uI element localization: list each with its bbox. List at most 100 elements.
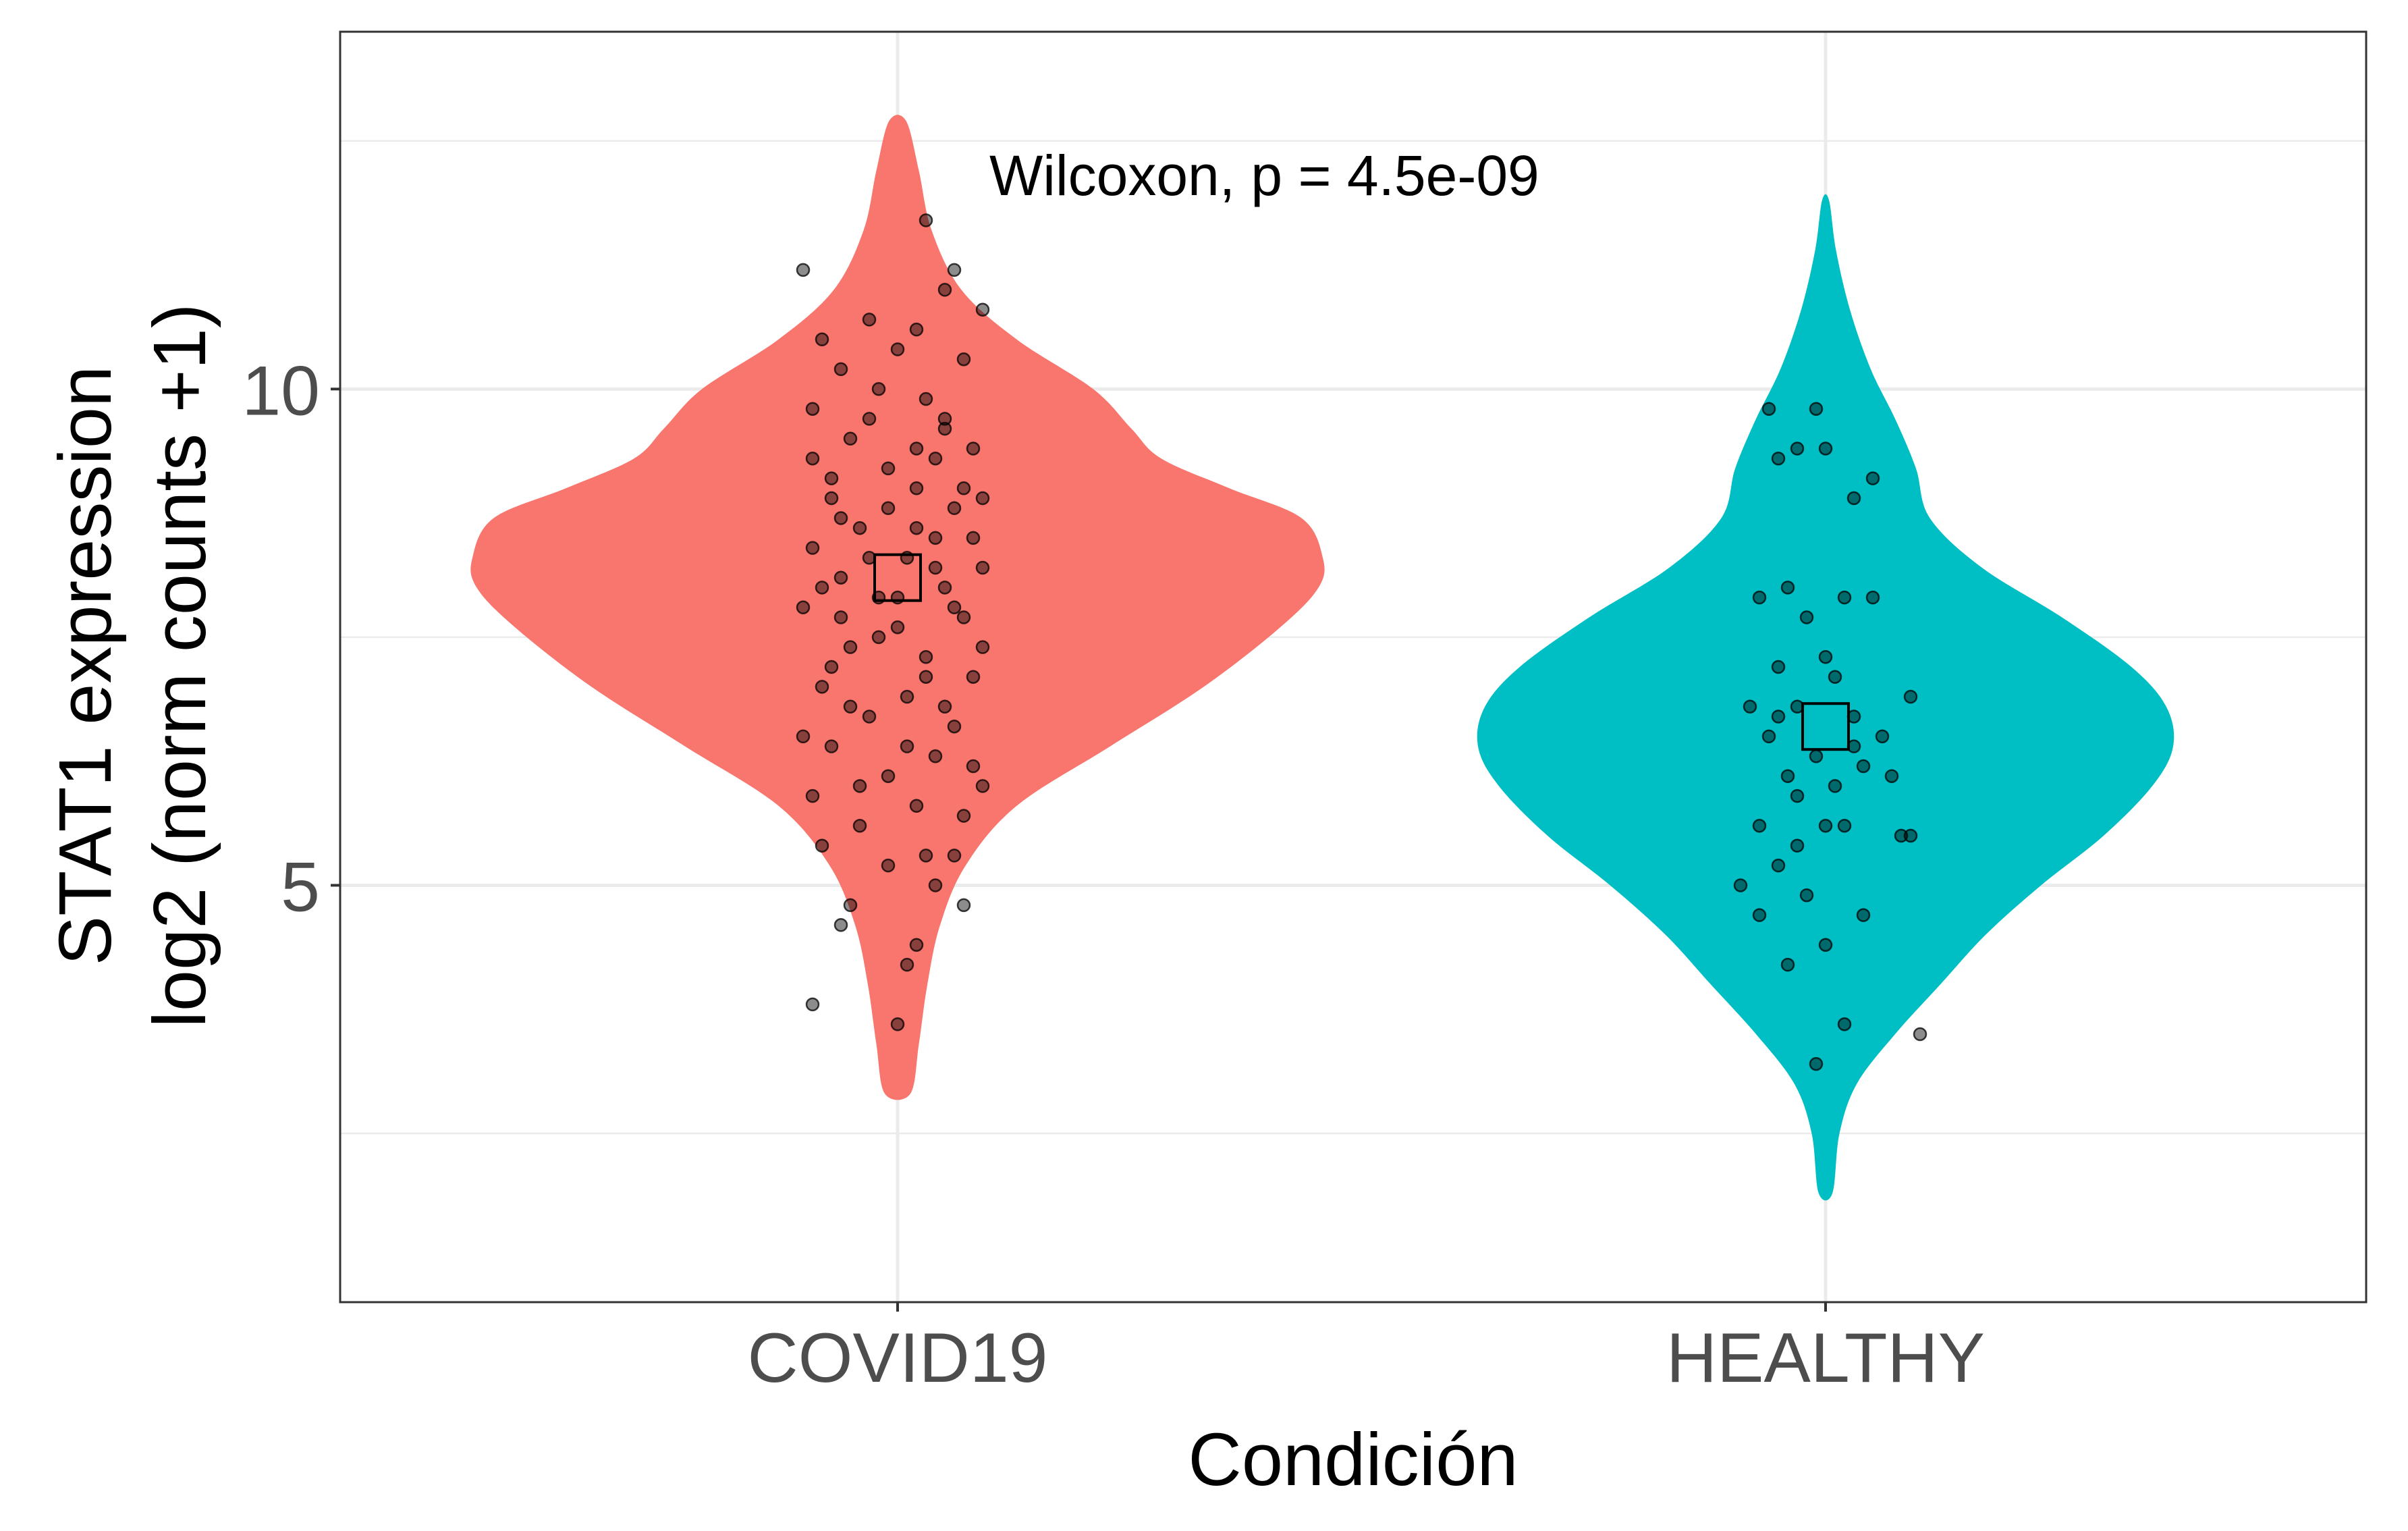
data-point — [975, 640, 990, 654]
data-point — [890, 1017, 905, 1031]
data-point — [947, 719, 962, 734]
data-point — [909, 322, 924, 337]
data-point — [1846, 491, 1861, 506]
data-point — [805, 788, 820, 803]
data-point — [1809, 749, 1824, 763]
data-point — [833, 570, 848, 585]
data-point — [1818, 938, 1833, 952]
x-axis-title: Condición — [1188, 1418, 1518, 1501]
data-point — [890, 620, 905, 635]
data-point — [833, 511, 848, 525]
data-point — [900, 689, 914, 704]
data-point — [862, 313, 877, 327]
data-point — [824, 739, 839, 753]
data-point — [928, 451, 943, 466]
data-point — [1837, 819, 1852, 833]
data-point — [919, 213, 933, 227]
data-point — [1856, 759, 1871, 774]
data-point — [843, 640, 858, 654]
data-point — [805, 451, 820, 466]
data-point — [947, 849, 962, 863]
data-point — [1790, 441, 1805, 456]
data-point — [815, 838, 829, 853]
data-point — [956, 481, 971, 495]
data-point — [805, 402, 820, 416]
data-point — [975, 491, 990, 506]
data-point — [852, 779, 867, 793]
y-axis-title-line-2: log2 (norm counts +1) — [138, 303, 221, 1027]
data-point — [1865, 590, 1880, 605]
data-point — [1865, 471, 1880, 485]
data-point — [815, 332, 829, 347]
data-point — [1913, 1027, 1927, 1042]
y-axis-title-line-1: STAT1 expression — [44, 366, 127, 966]
data-point — [1743, 699, 1757, 714]
data-point — [909, 481, 924, 495]
violin-healthy — [1477, 194, 2174, 1201]
data-point — [843, 431, 858, 446]
data-point — [1818, 441, 1833, 456]
data-point — [833, 362, 848, 377]
data-point — [796, 729, 811, 744]
data-point — [796, 263, 811, 277]
data-point — [824, 491, 839, 506]
data-point — [1875, 729, 1890, 744]
data-point — [947, 263, 962, 277]
data-point — [966, 441, 981, 456]
data-point — [947, 600, 962, 615]
x-tick-label: COVID19 — [747, 1319, 1047, 1397]
data-point — [1809, 1056, 1824, 1071]
panel-border — [339, 30, 2368, 1304]
data-point — [928, 749, 943, 763]
data-point — [1771, 451, 1786, 466]
data-point — [1856, 908, 1871, 922]
data-point — [919, 670, 933, 684]
data-point — [796, 600, 811, 615]
data-point — [1799, 888, 1814, 903]
data-point — [900, 739, 914, 753]
data-point — [937, 412, 952, 426]
data-point — [975, 560, 990, 575]
mean-markers — [873, 553, 1850, 751]
data-point — [843, 898, 858, 913]
data-point — [909, 520, 924, 535]
data-point — [956, 352, 971, 367]
data-point — [1752, 590, 1767, 605]
data-point — [1884, 769, 1899, 783]
data-point — [928, 531, 943, 545]
data-point — [862, 412, 877, 426]
data-point — [871, 630, 886, 645]
data-point — [1828, 779, 1842, 793]
data-point — [805, 541, 820, 555]
data-point — [966, 531, 981, 545]
data-point — [947, 501, 962, 516]
data-point — [852, 819, 867, 833]
data-point — [937, 581, 952, 595]
data-point — [1894, 828, 1909, 843]
data-point — [1761, 402, 1776, 416]
y-tick-label: 5 — [281, 848, 320, 926]
data-point — [1780, 957, 1795, 972]
data-point — [1828, 670, 1842, 684]
data-point — [956, 809, 971, 823]
data-point — [937, 699, 952, 714]
data-point — [1790, 838, 1805, 853]
data-point — [1752, 908, 1767, 922]
data-point — [881, 858, 896, 873]
data-point — [1837, 590, 1852, 605]
data-point — [966, 759, 981, 774]
data-point — [1818, 650, 1833, 664]
data-point — [966, 670, 981, 684]
violins — [470, 115, 2174, 1201]
data-point — [833, 610, 848, 624]
data-point — [919, 650, 933, 664]
x-tick-label: HEALTHY — [1666, 1319, 1985, 1397]
data-point — [843, 699, 858, 714]
data-point — [909, 938, 924, 952]
axes: 5 10 COVID19 HEALTHY — [242, 352, 1985, 1397]
data-point — [909, 799, 924, 813]
data-point — [1799, 610, 1814, 624]
mean-marker — [1801, 702, 1850, 751]
annotation-text: Wilcoxon, p = 4.5e-09 — [989, 144, 1539, 207]
